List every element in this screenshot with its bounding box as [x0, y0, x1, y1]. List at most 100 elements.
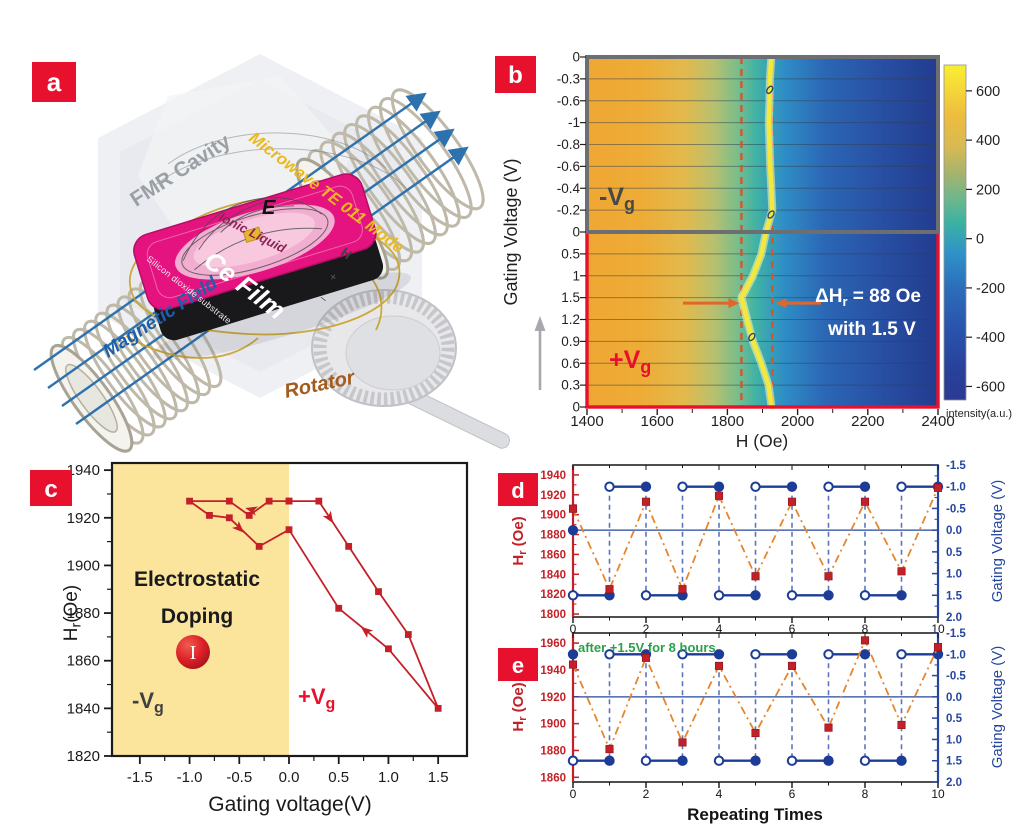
svg-text:1800: 1800	[711, 413, 744, 430]
svg-text:1.5: 1.5	[946, 590, 963, 602]
panel-e-chart: 186018801900192019401960-1.5-1.0-0.50.00…	[498, 628, 1006, 824]
svg-text:1.5: 1.5	[946, 756, 963, 768]
svg-text:-1.0: -1.0	[946, 482, 966, 494]
panel-b-label: b	[508, 62, 523, 89]
svg-text:0.5: 0.5	[946, 713, 963, 725]
svg-text:-1: -1	[568, 115, 580, 130]
svg-text:-0.5: -0.5	[946, 503, 966, 515]
svg-text:0.5: 0.5	[328, 769, 349, 786]
panel-d-hr-line	[572, 487, 939, 592]
e-left-axis-title: Hr (Oe)	[510, 682, 529, 731]
field-loop-arcs	[153, 132, 407, 189]
e-annotation: after +1.5V for 8 hours	[578, 640, 716, 655]
svg-text:1.0: 1.0	[946, 734, 962, 746]
svg-text:0.0: 0.0	[279, 769, 300, 786]
panel-d-label: d	[511, 478, 524, 503]
c-y-ticks: 1820 1840 1860 1880 1900 1920 1940	[67, 462, 112, 765]
panel-e-label: e	[512, 653, 524, 678]
svg-text:8: 8	[862, 622, 869, 636]
svg-text:1.5: 1.5	[428, 769, 449, 786]
svg-text:1880: 1880	[540, 530, 566, 542]
sample-stack	[133, 173, 412, 361]
svg-text:8: 8	[862, 787, 869, 801]
svg-text:0.0: 0.0	[946, 692, 962, 704]
svg-text:400: 400	[976, 133, 1000, 149]
c-data-points	[186, 497, 442, 712]
svg-text:1880: 1880	[540, 745, 566, 757]
svg-text:0: 0	[570, 622, 577, 636]
panel-a-label: a	[47, 67, 62, 97]
svg-text:-1.0: -1.0	[946, 649, 966, 661]
svg-text:2200: 2200	[851, 413, 884, 430]
svg-text:-0.6: -0.6	[557, 159, 580, 174]
svg-text:0: 0	[570, 787, 577, 801]
panel-c-label: c	[44, 476, 57, 503]
svg-text:1900: 1900	[540, 719, 566, 731]
svg-text:1900: 1900	[67, 557, 100, 574]
panel-a-diagram: a FMR Cavity Microwave TE 011 Mode Magne…	[32, 54, 511, 453]
svg-text:0: 0	[572, 225, 580, 240]
e-plot-area: 186018801900192019401960-1.5-1.0-0.50.00…	[540, 628, 966, 801]
svg-text:1920: 1920	[67, 510, 100, 527]
b-y-ticks: 0 -0.3 -0.6 -1 -0.8 -0.6 -0.4 -0.2 0 0.5 1 1.5 1.2 0.…	[557, 50, 586, 415]
svg-text:1820: 1820	[67, 748, 100, 765]
svg-text:1600: 1600	[641, 413, 674, 430]
svg-text:1940: 1940	[540, 470, 566, 482]
svg-text:-1.5: -1.5	[946, 460, 966, 472]
svg-text:-0.6: -0.6	[557, 93, 580, 108]
panel-e-label-box	[498, 648, 538, 681]
svg-text:0.0: 0.0	[946, 525, 962, 537]
panel-b-chart: 0 -0.3 -0.6 -1 -0.8 -0.6 -0.4 -0.2 0 0.5 1 1.5 1.2 0.…	[495, 50, 1012, 451]
panel-c-label-box	[30, 470, 72, 506]
up-arrow-icon	[534, 316, 546, 390]
roman-one-badge	[176, 635, 210, 669]
e-right-axis-title: Gating Voltage (V)	[989, 646, 1006, 769]
svg-text:2.0: 2.0	[946, 612, 962, 624]
colorbar-title: intensity(a.u.)	[946, 408, 1012, 420]
d-left-axis-title: Hr (Oe)	[510, 516, 529, 565]
svg-text:1.5: 1.5	[561, 290, 580, 305]
svg-text:0.5: 0.5	[946, 547, 963, 559]
panel-d-right-ticks: -1.5 -1.0 -0.5 0.0 0.5 1.0 1.5 2.0	[932, 460, 966, 624]
b-x-axis-title: H (Oe)	[736, 431, 789, 451]
svg-text:0: 0	[976, 232, 984, 248]
svg-text:6: 6	[789, 622, 796, 636]
svg-text:1860: 1860	[540, 772, 566, 784]
d-plot-area: 1800 1820 1840 1860 1880 1900 1920 1940 -1.5 -1.0…	[540, 460, 966, 636]
svg-text:2000: 2000	[781, 413, 814, 430]
svg-text:2: 2	[643, 787, 650, 801]
c-x-ticks: -1.5 -1.0 -0.5 0.0 0.5 1.0 1.5	[127, 756, 449, 786]
c-negative-voltage-shade	[112, 463, 290, 756]
svg-text:1860: 1860	[67, 653, 100, 670]
svg-text:1.0: 1.0	[378, 769, 399, 786]
b-resonance-marker	[748, 332, 756, 342]
svg-text:2.0: 2.0	[946, 777, 962, 789]
svg-text:600: 600	[976, 84, 1000, 100]
b-y-axis-title: Gating Voltage (V)	[501, 158, 521, 305]
panel-e-hr-points	[568, 636, 943, 754]
svg-text:2: 2	[643, 622, 650, 636]
svg-text:-200: -200	[976, 281, 1005, 297]
svg-text:-0.5: -0.5	[946, 671, 966, 683]
c-plot-area: 1820 1840 1860 1880 1900 1920 1940 -1.5 -1.0 -0.5…	[67, 461, 469, 786]
panel-e-right-ticks: -1.5 -1.0 -0.5 0.0 0.5 1.0 1.5 2.0	[932, 628, 966, 789]
gold-electrode-icon	[242, 226, 263, 243]
svg-text:-1.0: -1.0	[177, 769, 203, 786]
svg-text:1400: 1400	[570, 413, 603, 430]
b-plot-area: 0 -0.3 -0.6 -1 -0.8 -0.6 -0.4 -0.2 0 0.5 1 1.5 1.2 0.…	[557, 50, 1005, 430]
svg-text:0.6: 0.6	[561, 356, 580, 371]
c-pos-region-label: +Vg	[298, 684, 335, 713]
svg-text:1900: 1900	[540, 510, 566, 522]
svg-text:0.9: 0.9	[561, 334, 580, 349]
c-neg-region-label: -Vg	[132, 688, 164, 717]
svg-text:0.5: 0.5	[561, 246, 580, 261]
svg-text:-1.5: -1.5	[127, 769, 153, 786]
svg-text:-0.3: -0.3	[557, 71, 580, 86]
panel-e-hr-line	[572, 638, 939, 752]
e-x-axis-title: Repeating Times	[687, 805, 823, 824]
b-resonance-marker	[765, 85, 774, 95]
svg-text:-0.8: -0.8	[557, 137, 580, 152]
panel-d-left-ticks: 1800 1820 1840 1860 1880 1900 1920 1940	[540, 470, 579, 621]
svg-text:1.2: 1.2	[561, 312, 580, 327]
